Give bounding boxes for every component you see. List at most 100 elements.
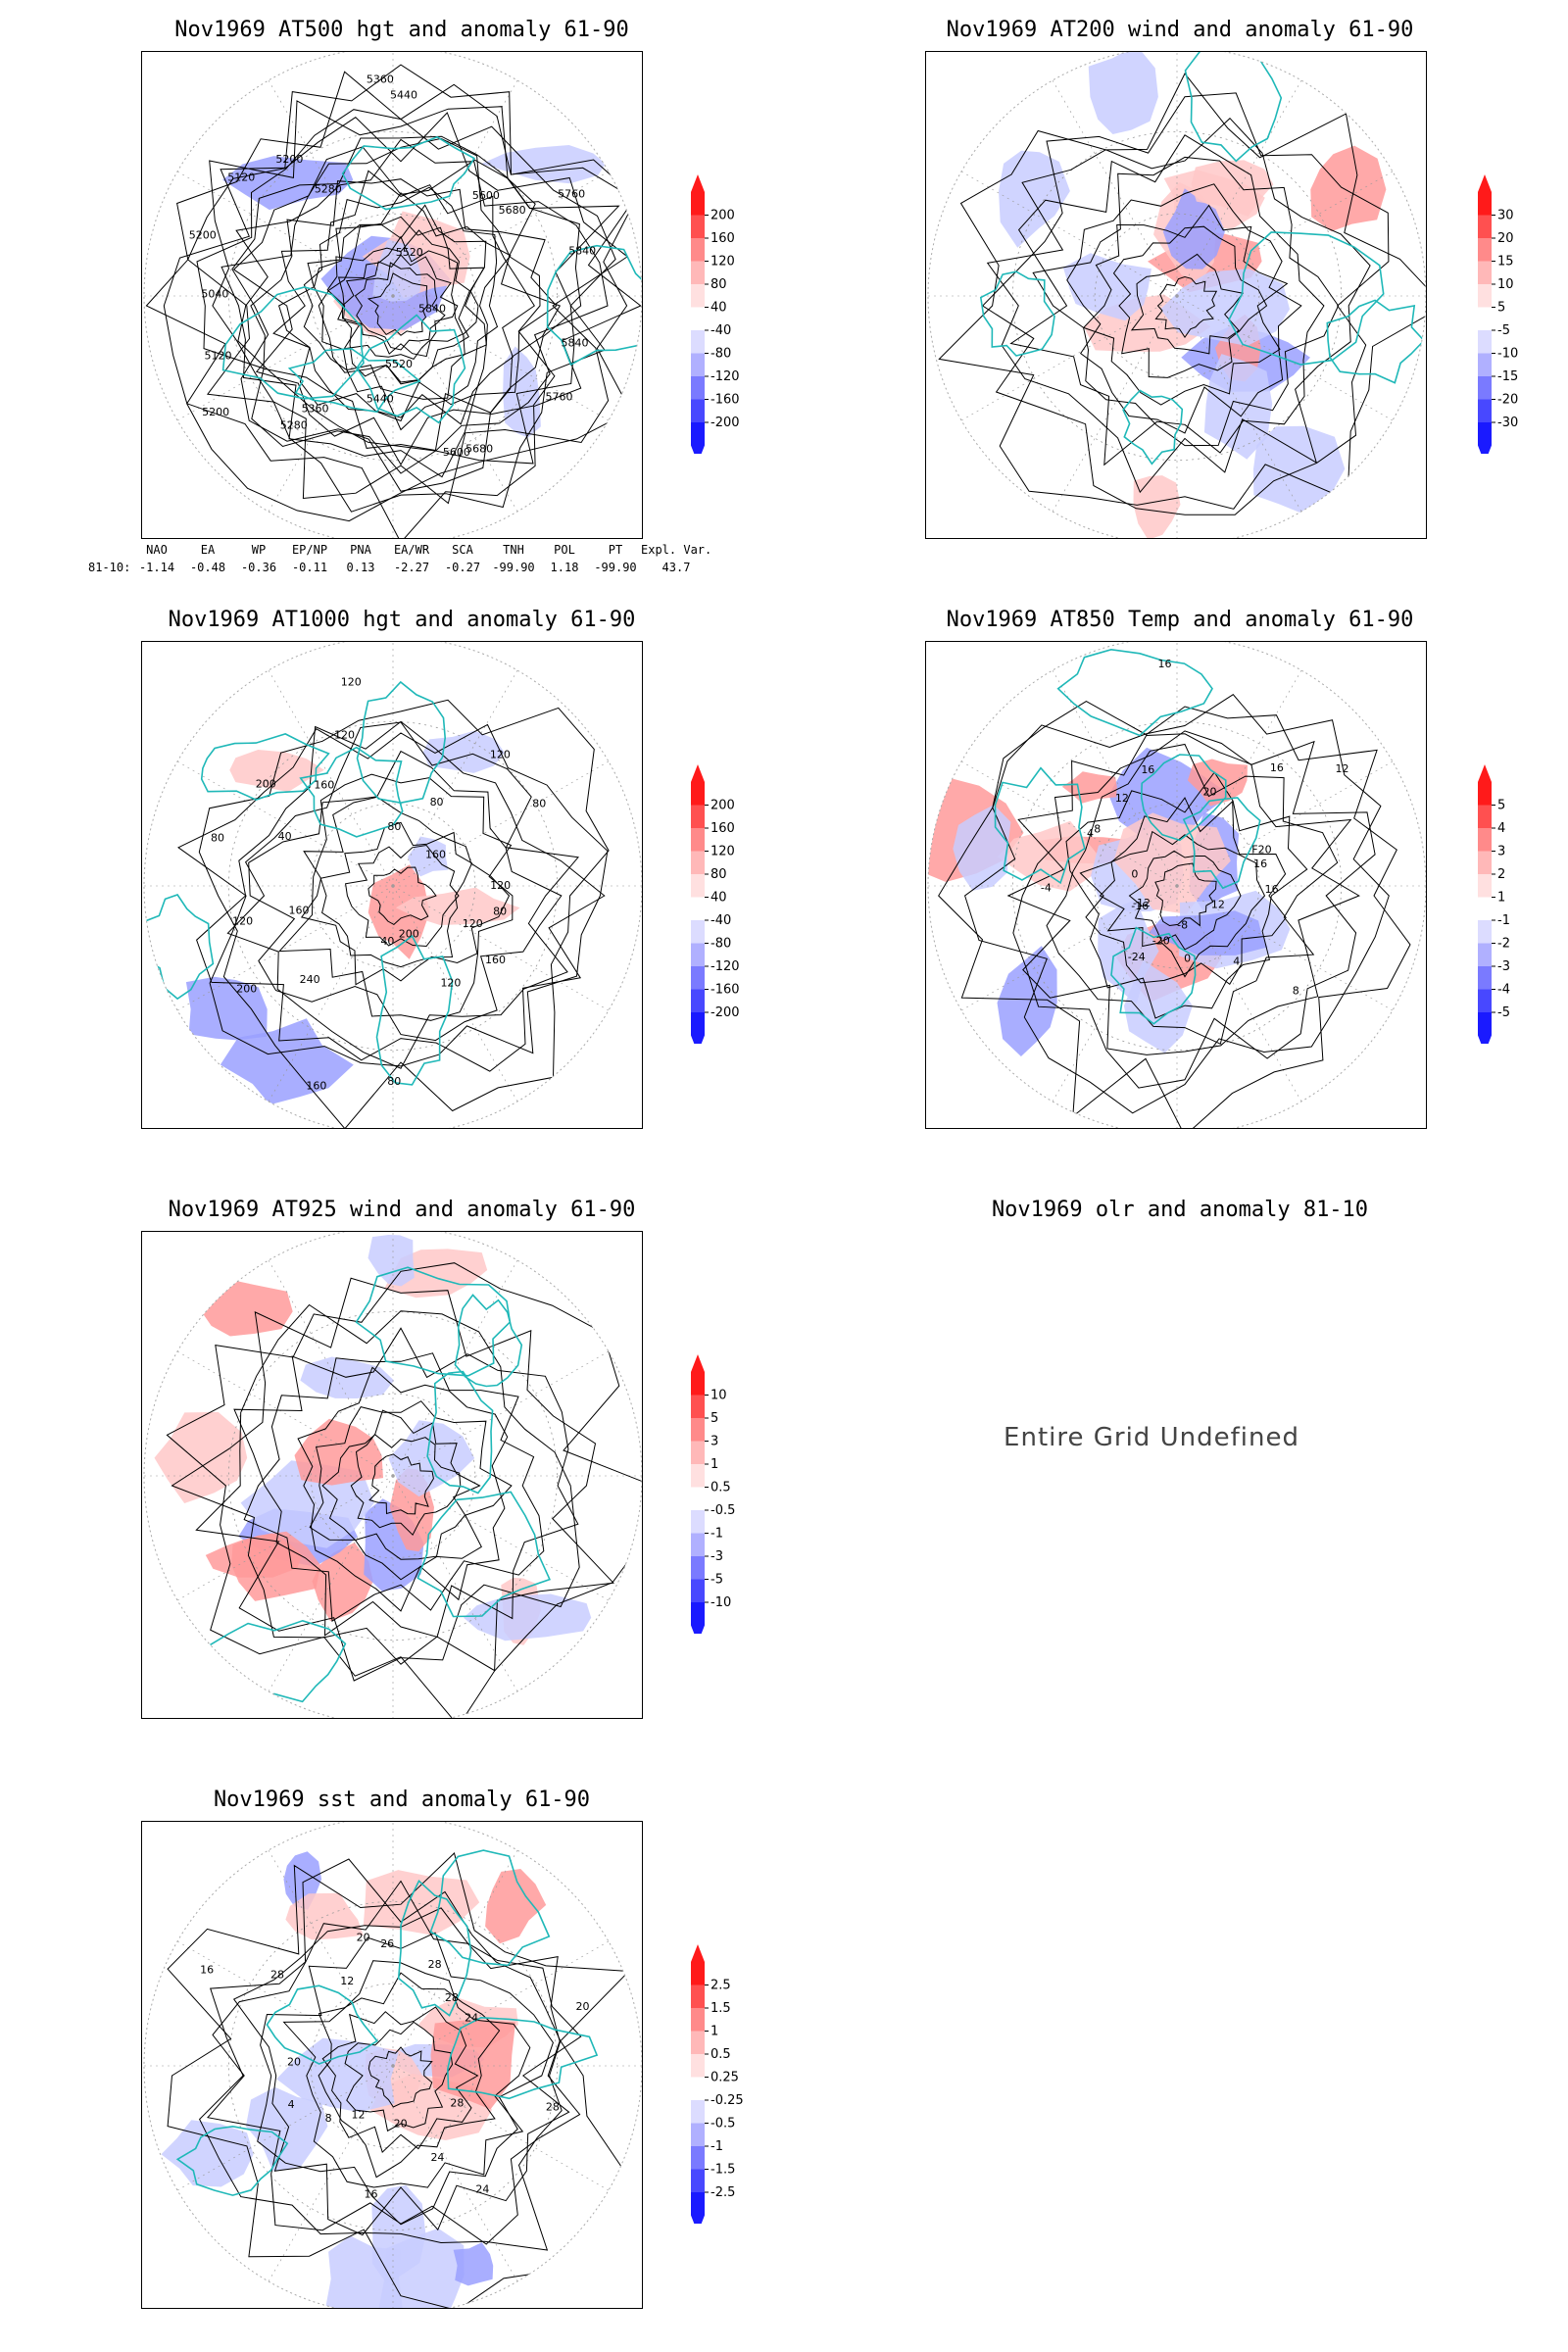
colorbar-arrow-bottom [1478,445,1492,454]
colorbar-segment [1478,966,1492,990]
colorbar-segment [691,215,705,238]
contour-label: 80 [387,1075,401,1088]
contour-label: 80 [211,832,224,845]
colorbar-segment [691,1510,705,1534]
colorbar-label: -5 [1497,323,1510,338]
colorbar-label: 0.25 [710,2071,739,2085]
colorbar-label: -2.5 [710,2185,735,2200]
colorbar-label: 4 [1497,821,1505,836]
contour-label: 5200 [189,228,217,241]
tele-value: -0.48 [189,561,226,574]
coastline [994,766,1086,885]
contour-label: 24 [465,2012,478,2025]
contour-line [198,1858,563,2251]
colorbar-sst: 2.5 1.5 1 0.5 0.25 -0.25 -0.5 -1 -1.5 -2.5 [681,1944,769,2224]
colorbar-arrow-top [1478,764,1492,782]
contour-line [938,73,1426,510]
contour-label: -16 [1131,900,1149,912]
colorbar-segment [691,2123,705,2146]
contour-line [1154,275,1218,338]
contour-line [187,112,629,505]
coastline [546,244,642,367]
contour-label: 5360 [302,402,329,415]
colorbar-label: -200 [710,416,740,430]
cold-anomaly [1088,52,1158,134]
colorbar-label: -5 [710,1573,723,1588]
colorbar-label: 80 [710,867,727,882]
colorbar-label: -160 [710,393,740,408]
coastline [979,270,1055,357]
colorbar-segment [691,851,705,874]
contour-line [171,1277,614,1672]
map-500hgt: 5840 5840 5760 5680 5600 5520 5440 5360 5280 5200… [141,51,643,539]
contour-label: 5680 [466,443,493,456]
tele-header: NAO [146,543,168,557]
cold-anomaly [245,2086,328,2172]
contour-line [309,1400,513,1581]
tele-value: -0.27 [444,561,481,574]
contour-label: 5040 [201,287,228,300]
colorbar-arrow-bottom [1478,1035,1492,1044]
tele-value: 0.13 [346,561,375,574]
contour-line [231,135,582,492]
cold-anomaly [1203,354,1273,460]
contour-label: 4 [1233,955,1240,967]
contour-line [278,773,514,1021]
coastline [1326,299,1426,384]
contour-label: -8 [1177,919,1188,932]
colorbar-segment [1478,943,1492,966]
colorbar-segment [691,1372,705,1396]
colorbar-1000hgt: 200 160 120 80 40 -40 -80 -120 -160 -200 [681,764,769,1044]
contour-label: 16 [1265,883,1279,896]
colorbar-segment [691,874,705,898]
coastline [341,135,476,211]
contour-line [300,796,511,986]
coastline [356,314,466,424]
colorbar-label: -40 [710,913,731,928]
contour-label: 5600 [472,189,500,202]
contour-line [321,2006,479,2154]
colorbar-500hgt: 200 160 120 80 40 -40 -80 -120 -160 -200 [681,174,769,454]
cold-anomaly [1162,188,1225,270]
coastline [1182,797,1261,890]
coastline [299,746,404,838]
tele-header: SCA [452,543,473,557]
contour-label: 160 [314,779,334,792]
colorbar-segment [691,1441,705,1464]
colorbar-label: -5 [1497,1005,1510,1020]
contour-label: 160 [425,849,446,861]
contour-line [1066,183,1302,434]
colorbar-segment [691,238,705,262]
contour-label: 20 [394,2117,408,2130]
contour-line [166,1262,642,1718]
map-850temp: 16 12 8 4 0 -8 -20 -24 -16 -12 -4 0 4 8 12 16 16 20 16 12 F2… [925,641,1427,1129]
warm-anomaly [363,1870,480,1936]
panel-title-925wind: Nov1969 AT925 wind and anomaly 61-90 [168,1198,636,1222]
cold-anomaly [368,1235,415,1287]
contour-line [1009,134,1325,466]
colorbar-label: -2 [1497,937,1510,952]
tele-value: 43.7 [662,561,691,574]
contour-label: 200 [256,778,276,791]
coastline [355,1266,512,1377]
colorbar-segment [1478,874,1492,898]
undefined-grid-message: Entire Grid Undefined [1004,1423,1299,1452]
contour-line [1154,862,1217,927]
colorbar-segment [1478,1012,1492,1036]
contour-label: 200 [236,983,257,996]
contour-line [177,723,609,1067]
panel-title-850temp: Nov1969 AT850 Temp and anomaly 61-90 [946,608,1414,632]
coastline [221,286,365,400]
colorbar-label: -40 [710,323,731,338]
tele-value: -0.36 [240,561,277,574]
contour-line [1006,733,1360,1055]
tele-value: -0.11 [291,561,328,574]
contour-label: -24 [1128,951,1146,963]
colorbar-label: 5 [1497,301,1505,316]
colorbar-label: 0.5 [710,2047,731,2062]
tele-row-label: 81-10: [88,561,131,574]
contour-label: 160 [485,954,506,966]
teleconnection-headers: NAO EA WP EP/NP PNA EA/WR SCA TNH POL PT Expl. Var… [88,541,755,559]
colorbar-segment [691,2077,705,2100]
colorbar-label: -15 [1497,369,1518,384]
